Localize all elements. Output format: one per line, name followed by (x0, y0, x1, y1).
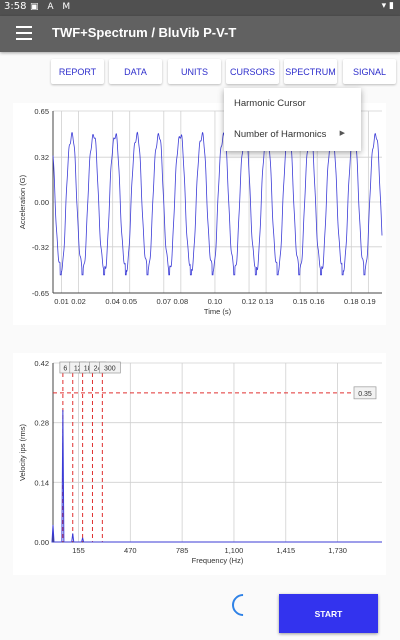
data-button[interactable]: DATA (109, 59, 162, 84)
number-of-harmonics-menu-item[interactable]: Number of Harmonics (234, 129, 327, 140)
y-tick-label: -0.65 (32, 289, 49, 298)
hamburger-menu-icon[interactable] (16, 26, 32, 42)
y-tick-label: 0.65 (34, 107, 49, 116)
y-tick-label: 0.00 (34, 538, 49, 547)
y-tick-label: 0.42 (34, 359, 49, 368)
report-button[interactable]: REPORT (51, 59, 104, 84)
y-tick-label: 0.32 (34, 153, 49, 162)
harmonic-cursor-label: 24 (94, 366, 102, 373)
x-tick-label: 785 (176, 546, 189, 555)
x-tick-label: 0.19 (361, 297, 376, 306)
x-tick-label: 0.18 (344, 297, 359, 306)
x-axis-label: Frequency (Hz) (192, 556, 244, 565)
waveform-chart[interactable]: 0.65 0.32 0.00 -0.32 -0.65 0.01 0.02 0.04 0.05 0.… (13, 103, 386, 325)
chevron-right-icon: ▶ (339, 130, 345, 137)
x-tick-label: 0.15 (293, 297, 308, 306)
x-tick-label: 0.04 (105, 297, 120, 306)
x-tick-label: 1,415 (276, 546, 295, 555)
harmonic-cursor-label: 6 (63, 366, 67, 373)
cursor-menu: Harmonic Cursor Number of Harmonics ▶ (224, 88, 361, 151)
harmonic-cursor-menu-item[interactable]: Harmonic Cursor (234, 98, 306, 109)
notification-icons: ▣ A M (30, 2, 74, 12)
x-tick-label: 0.05 (122, 297, 137, 306)
x-tick-label: 0.10 (208, 297, 223, 306)
level-label: 0.35 (358, 391, 372, 398)
x-tick-label: 1,100 (225, 546, 244, 555)
x-tick-label: 0.16 (310, 297, 325, 306)
app-bar: TWF+Spectrum / BluVib P-V-T (0, 16, 400, 52)
harmonic-cursor-label: 12 (74, 366, 82, 373)
system-icons: ▾ ▮ (381, 1, 394, 11)
x-tick-label: 155 (72, 546, 85, 555)
harmonic-cursor-label-box (98, 361, 121, 374)
y-tick-label: -0.32 (32, 243, 49, 252)
loading-spinner (227, 589, 259, 621)
x-tick-label: 0.02 (71, 297, 86, 306)
x-tick-label: 0.01 (54, 297, 69, 306)
spectrum-panel: 0.42 0.28 0.14 0.00 155 470 785 1,100 1,415 1,730… (13, 353, 386, 575)
cursors-button[interactable]: CURSORS (226, 59, 279, 84)
x-tick-label: 0.12 (242, 297, 257, 306)
units-button[interactable]: UNITS (168, 59, 221, 84)
y-tick-label: 0.14 (34, 478, 49, 487)
spectrum-chart[interactable]: 0.42 0.28 0.14 0.00 155 470 785 1,100 1,415 1,730… (13, 353, 386, 575)
status-bar: 3:58 ▣ A M ▾ ▮ (0, 0, 400, 16)
app-title: TWF+Spectrum / BluVib P-V-T (52, 25, 237, 40)
spectrum-button[interactable]: SPECTRUM (284, 59, 337, 84)
x-axis-label: Time (s) (204, 307, 232, 316)
x-tick-label: 0.08 (174, 297, 189, 306)
x-tick-label: 0.07 (156, 297, 171, 306)
spectrum-series-line (51, 409, 382, 543)
signal-button[interactable]: SIGNAL (343, 59, 396, 84)
y-tick-label: 0.28 (34, 419, 49, 428)
x-tick-label: 0.13 (259, 297, 274, 306)
harmonic-cursor-label: 300 (104, 366, 116, 373)
x-tick-label: 470 (124, 546, 137, 555)
y-tick-label: 0.00 (34, 198, 49, 207)
y-axis-label: Velocity ips (rms) (18, 423, 27, 481)
waveform-series-line (52, 131, 383, 276)
start-button[interactable]: START (279, 594, 378, 633)
x-tick-label: 1,730 (328, 546, 347, 555)
level-label-box (353, 386, 377, 400)
y-axis-label: Acceleration (G) (18, 174, 27, 229)
harmonic-cursor-label: 18 (84, 366, 92, 373)
status-time: 3:58 (4, 1, 27, 12)
